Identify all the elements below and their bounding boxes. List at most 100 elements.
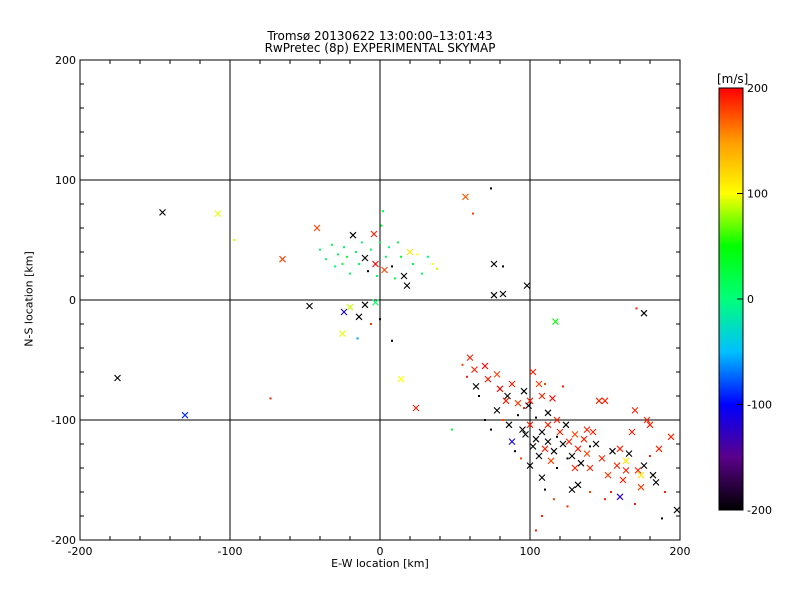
data-point-cross: [640, 462, 648, 469]
cross-stroke: [628, 428, 636, 436]
data-point-dot: [589, 445, 591, 448]
data-point-cross: [529, 443, 537, 450]
data-point-cross: [535, 380, 543, 388]
cross-stroke: [538, 392, 546, 400]
cross-stroke: [571, 431, 579, 438]
data-point-dot: [478, 395, 480, 397]
cross-stroke: [568, 452, 576, 460]
data-point-dot: [535, 416, 537, 419]
cross-stroke: [562, 421, 570, 429]
cross-stroke: [462, 193, 469, 201]
y-tick-label: 100: [55, 174, 76, 187]
cross-stroke: [397, 375, 405, 383]
data-point-dot: [556, 467, 558, 469]
cross-stroke: [355, 313, 363, 321]
data-point-cross: [673, 506, 681, 514]
x-tick-label: -200: [68, 545, 93, 558]
colorbar-unit-label: [m/s]: [717, 72, 749, 86]
data-point-dot: [490, 428, 492, 431]
data-point-cross: [583, 450, 591, 457]
cross-stroke: [613, 462, 621, 469]
cross-stroke: [490, 260, 498, 268]
cross-stroke: [556, 428, 564, 436]
data-point-cross: [525, 402, 532, 409]
data-point-cross: [538, 428, 546, 436]
data-point-cross: [519, 426, 526, 433]
cross-stroke: [493, 371, 501, 378]
cross-stroke: [571, 464, 579, 472]
data-point-cross: [355, 313, 363, 321]
data-point-dot: [337, 253, 339, 256]
data-point-cross: [613, 462, 621, 469]
data-point-cross: [499, 290, 507, 298]
axis-ticks: -200 -100 0 100 200 -200 -100 0 100 200: [51, 54, 690, 558]
data-point-dot: [388, 246, 390, 249]
data-point-cross: [403, 282, 411, 289]
data-point-cross: [114, 374, 121, 382]
cross-stroke: [577, 459, 585, 467]
data-point-cross: [514, 399, 522, 407]
data-point-dot: [436, 267, 438, 270]
cross-stroke: [466, 354, 474, 361]
data-point-cross: [508, 380, 516, 388]
data-point-dot: [553, 498, 555, 501]
data-point-dot: [566, 457, 569, 460]
data-point-dot: [649, 455, 651, 457]
data-point-dot: [269, 397, 272, 400]
cross-stroke: [361, 301, 369, 309]
data-point-cross: [643, 416, 651, 424]
data-point-cross: [484, 375, 492, 383]
data-point-cross: [493, 407, 501, 414]
data-point-cross: [637, 483, 645, 491]
cross-stroke: [622, 467, 630, 474]
cross-stroke: [519, 426, 526, 433]
data-point-cross: [646, 421, 654, 429]
cross-stroke: [619, 476, 627, 484]
data-point-dot: [451, 428, 453, 431]
colorbar-tick-label: -200: [747, 504, 772, 517]
colorbar-tick-label: 200: [747, 82, 768, 95]
cross-stroke: [361, 254, 369, 262]
x-tick-label: 200: [670, 545, 691, 558]
data-point-dot: [514, 450, 516, 453]
data-point-cross: [598, 455, 606, 462]
cross-stroke: [667, 433, 675, 441]
data-point-cross: [361, 301, 369, 309]
data-point-dot: [391, 339, 393, 342]
cross-stroke: [637, 471, 645, 479]
cross-stroke: [523, 282, 531, 289]
data-point-dot: [355, 251, 357, 253]
cross-stroke: [544, 421, 552, 429]
data-point-cross: [652, 479, 660, 486]
data-point-cross: [523, 282, 531, 289]
data-point-cross: [655, 445, 663, 453]
data-point-cross: [549, 395, 556, 402]
cross-stroke: [609, 447, 616, 455]
cross-stroke: [580, 435, 588, 443]
data-point-cross: [640, 309, 648, 317]
data-point-dot: [466, 375, 468, 378]
cross-stroke: [493, 407, 501, 414]
data-point-cross: [544, 438, 552, 445]
cross-stroke: [550, 447, 558, 455]
data-point-cross: [339, 330, 346, 337]
data-point-dot: [562, 385, 564, 388]
colorbar-tick-label: 0: [747, 293, 754, 306]
data-point-cross: [565, 438, 573, 445]
data-point-cross: [628, 428, 636, 436]
data-point-cross: [181, 411, 189, 419]
cross-stroke: [649, 471, 657, 479]
data-point-dot: [427, 255, 429, 258]
data-point-dot: [391, 265, 393, 268]
x-axis-label: E-W location [km]: [331, 557, 429, 570]
cross-stroke: [526, 462, 534, 469]
data-point-dot: [664, 491, 666, 493]
cross-stroke: [574, 445, 582, 453]
data-point-dot: [461, 363, 464, 366]
cross-stroke: [622, 457, 630, 465]
data-point-cross: [609, 447, 616, 455]
data-point-cross: [490, 291, 498, 299]
data-point-dot: [556, 435, 558, 438]
data-point-cross: [577, 459, 585, 467]
cross-stroke: [306, 302, 313, 310]
